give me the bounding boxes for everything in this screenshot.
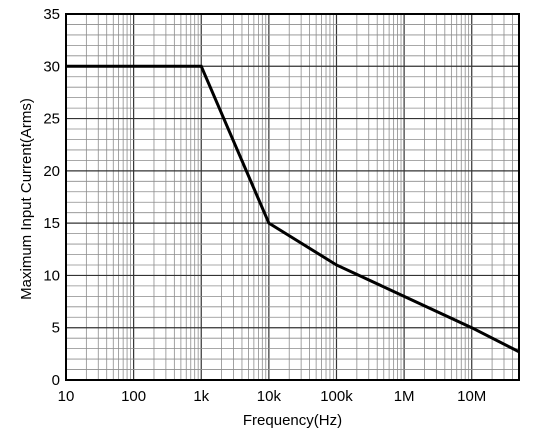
y-tick-label: 30 [43, 58, 60, 75]
x-tick-label: 10k [257, 388, 282, 405]
y-tick-label: 35 [43, 6, 60, 23]
y-tick-label: 15 [43, 215, 60, 232]
y-tick-label: 25 [43, 111, 60, 128]
series-group [66, 64, 520, 354]
tick-labels: 10 100 1k 10k 100k 1M 10M 0 5 10 15 20 25 30 35 [43, 6, 486, 405]
x-tick-label: 100 [121, 388, 146, 405]
y-tick-label: 0 [52, 372, 60, 389]
plot-frame [65, 13, 520, 381]
grid [66, 14, 519, 380]
y-axis-label: Maximum Input Current(Arms) [18, 98, 35, 300]
x-axis-label: Frequency(Hz) [243, 412, 342, 429]
x-tick-label: 1k [193, 388, 209, 405]
y-tick-label: 5 [52, 320, 60, 337]
x-tick-label: 10M [457, 388, 486, 405]
y-tick-label: 10 [43, 267, 60, 284]
x-tick-label: 100k [320, 388, 353, 405]
x-tick-label: 1M [394, 388, 415, 405]
y-tick-label: 20 [43, 163, 60, 180]
x-tick-label: 10 [58, 388, 75, 405]
series-line [66, 64, 520, 354]
